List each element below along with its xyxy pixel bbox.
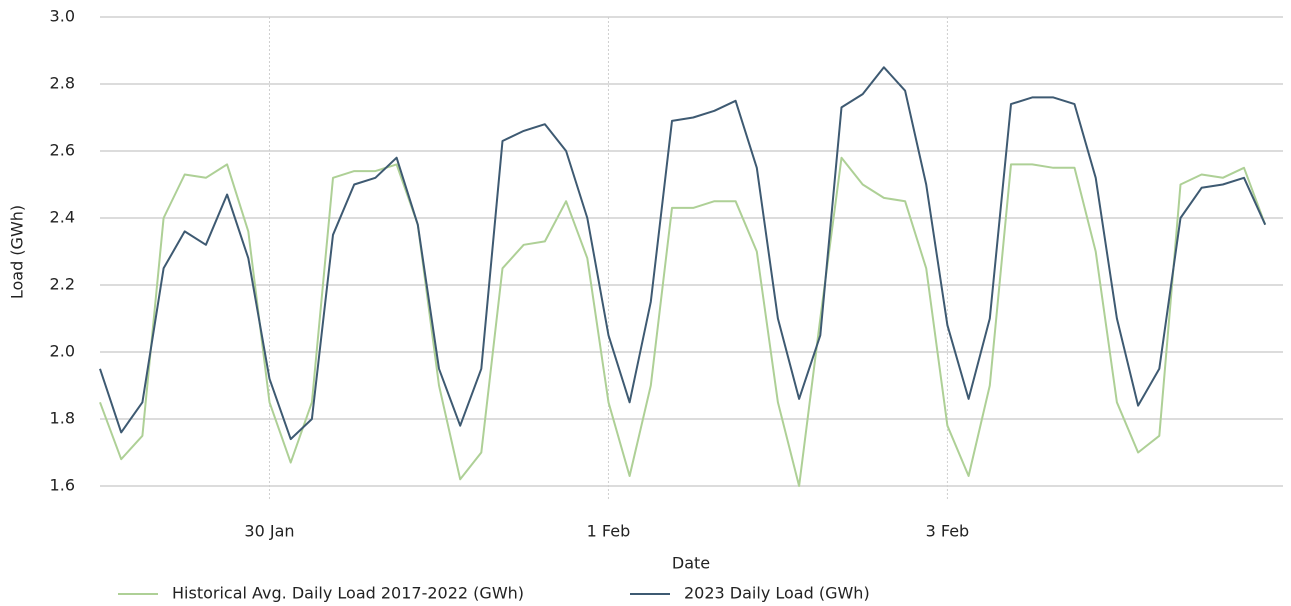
y-tick-label: 3.0	[50, 7, 75, 26]
y-tick-label: 1.8	[50, 409, 75, 428]
y-tick-label: 2.4	[50, 208, 75, 227]
y-tick-label: 2.0	[50, 342, 75, 361]
series-line	[99, 66, 1267, 441]
y-tick-label: 2.8	[50, 74, 75, 93]
y-tick-label: 2.2	[50, 275, 75, 294]
y-tick-label: 1.6	[50, 476, 75, 495]
legend-label: 2023 Daily Load (GWh)	[684, 584, 870, 603]
x-tick-label: 1 Feb	[587, 522, 631, 541]
y-axis-label: Load (GWh)	[8, 205, 27, 299]
y-tick-label: 2.6	[50, 141, 75, 160]
legend-label: Historical Avg. Daily Load 2017-2022 (GW…	[172, 584, 524, 603]
series-line	[99, 156, 1267, 487]
x-tick-label: 3 Feb	[926, 522, 970, 541]
x-axis-label: Date	[672, 554, 710, 573]
x-tick-label: 30 Jan	[244, 522, 294, 541]
